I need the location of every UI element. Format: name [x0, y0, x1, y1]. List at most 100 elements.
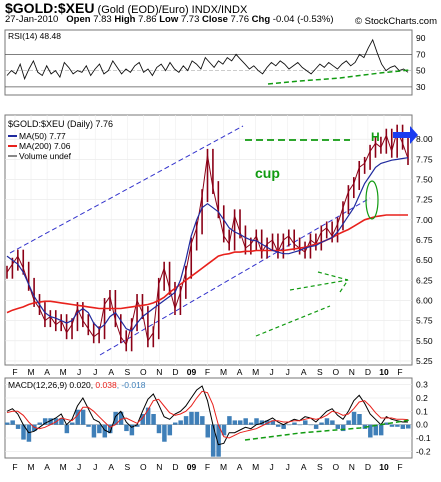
close-value: 7.76: [230, 14, 250, 25]
macd-panel: [4, 377, 413, 459]
rsi-panel: [4, 29, 413, 96]
macd-histogram-bar: [368, 424, 373, 438]
price-x-label: M: [60, 367, 67, 377]
quote-date: 27-Jan-2010: [5, 14, 59, 25]
price-tick-label: 5.50: [416, 336, 433, 346]
macd-label: MACD(12,26,9) 0.020, 0.038, -0.018: [8, 380, 146, 390]
macd-x-label: F: [12, 462, 17, 472]
price-tick-label: 7.25: [416, 195, 433, 205]
macd-histogram-bar: [238, 420, 243, 425]
macd-histogram-bar: [97, 424, 102, 434]
macd-histogram-bar: [15, 424, 21, 429]
macd-line: [6, 385, 408, 446]
price-x-label: J: [270, 367, 274, 377]
macd-histogram-bar: [124, 424, 129, 432]
macd-histogram-bar: [200, 416, 205, 425]
macd-x-label: D: [365, 462, 371, 472]
macd-histogram-bar: [351, 411, 357, 425]
macd-histogram-bar: [221, 424, 227, 436]
macd-histogram-bar: [80, 409, 86, 425]
macd-histogram-bar: [162, 424, 167, 442]
price-x-label: D: [365, 367, 371, 377]
open-label: Open: [66, 14, 91, 25]
price-tick-label: 7.50: [416, 175, 433, 185]
price-tick-label: 5.75: [416, 316, 433, 326]
macd-x-label: J: [77, 462, 81, 472]
price-x-label: A: [237, 367, 243, 377]
macd-histogram-bar: [140, 414, 145, 425]
price-tick-label: 6.75: [416, 235, 433, 245]
price-x-label: F: [12, 367, 17, 377]
rsi-tick-label: 50: [416, 66, 426, 76]
macd-histogram-bar: [259, 420, 265, 425]
macd-signal-line: [6, 390, 409, 439]
macd-histogram-bar: [107, 424, 113, 434]
macd-histogram-bar: [70, 422, 75, 425]
price-tick-label: 6.25: [416, 275, 433, 285]
macd-histogram-bar: [129, 424, 135, 436]
macd-tick-label: 0.0: [416, 420, 428, 430]
macd-histogram-bar: [102, 424, 108, 438]
rsi-line: [6, 38, 409, 81]
macd-histogram-bar: [210, 424, 216, 457]
rsi-tick-label: 90: [416, 33, 426, 43]
macd-histogram-bar: [75, 409, 80, 425]
macd-histogram-bar: [26, 424, 32, 442]
macd-x-label: A: [44, 462, 50, 472]
macd-x-label: N: [156, 462, 162, 472]
macd-histogram-bar: [389, 424, 395, 427]
macd-tick-label: 0.3: [416, 380, 428, 390]
macd-x-label: F: [205, 462, 210, 472]
macd-tick-label: -0.2: [416, 446, 431, 456]
price-x-label: N: [349, 367, 355, 377]
price-x-label: N: [156, 367, 162, 377]
macd-histogram-bar: [324, 418, 330, 425]
price-x-label: O: [333, 367, 340, 377]
macd-x-label: D: [172, 462, 178, 472]
macd-histogram-bar: [227, 416, 232, 425]
macd-histogram: [5, 407, 411, 457]
macd-histogram-bar: [189, 411, 194, 425]
macd-signal-value: 0.038: [95, 380, 117, 390]
macd-histogram-bar: [254, 418, 259, 425]
macd-histogram-bar: [281, 424, 286, 429]
price-x-label: A: [44, 367, 50, 377]
low-label: Low: [159, 14, 179, 25]
macd-x-label: M: [220, 462, 227, 472]
price-x-label: M: [27, 367, 34, 377]
legend-label: MA(200) 7.06: [19, 141, 71, 151]
price-x-label: M: [252, 367, 259, 377]
channel-lower: [99, 197, 371, 356]
macd-x-label: S: [124, 462, 130, 472]
macd-histogram-bar: [113, 411, 118, 425]
macd-histogram-bar: [319, 422, 324, 425]
price-x-label: A: [301, 367, 307, 377]
macd-x-label: M: [60, 462, 67, 472]
macd-histogram-bar: [292, 422, 297, 425]
price-x-label: M: [220, 367, 227, 377]
rsi-label: RSI(14) 48.48: [8, 31, 61, 41]
chg-label: Chg: [251, 14, 271, 25]
price-tick-label: 7.00: [416, 215, 433, 225]
price-legend-title: $GOLD:$XEU (Daily) 7.76: [8, 119, 113, 129]
macd-histogram-bar: [330, 420, 335, 425]
macd-histogram-bar: [91, 424, 97, 438]
macd-histogram-bar: [395, 424, 400, 427]
macd-histogram-bar: [205, 424, 210, 438]
macd-histogram-value: , -0.018: [117, 380, 146, 390]
macd-value: 0.020,: [69, 380, 95, 390]
macd-histogram-bar: [346, 420, 351, 425]
macd-histogram-bar: [135, 424, 140, 427]
legend-label: Volume undef: [19, 151, 72, 161]
price-x-label: 09: [187, 367, 197, 377]
macd-x-label: 10: [379, 462, 389, 472]
chg-value: -0.04 (-0.53%): [272, 14, 334, 25]
macd-histogram-bar: [265, 420, 270, 425]
price-x-label: J: [286, 367, 290, 377]
macd-histogram-bar: [270, 420, 276, 425]
macd-histogram-bar: [357, 414, 362, 425]
macd-x-label: O: [333, 462, 340, 472]
macd-histogram-bar: [303, 420, 308, 425]
rsi-trendline: [267, 69, 411, 85]
open-value: 7.83: [93, 14, 112, 25]
